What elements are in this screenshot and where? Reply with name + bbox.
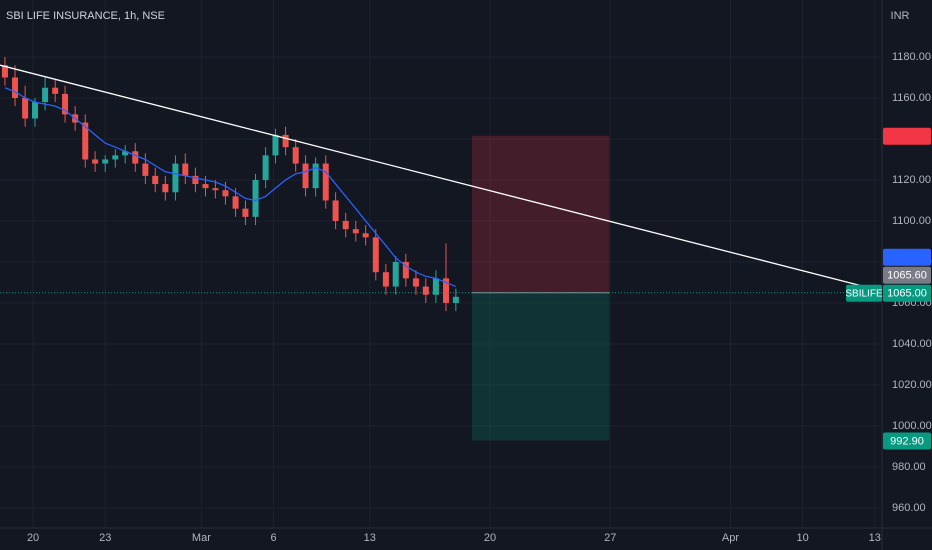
- symbol-badge: [846, 284, 882, 302]
- y-tick-label: 1020.00: [892, 379, 932, 391]
- price-badge-label: 992.90: [890, 435, 924, 447]
- candle-body: [322, 163, 329, 201]
- candle-body: [262, 155, 269, 180]
- y-tick-label: 1180.00: [892, 51, 931, 63]
- candle-body: [282, 134, 289, 148]
- candle-body: [1, 65, 8, 78]
- x-tick-label: 6: [270, 532, 276, 544]
- candle-body: [232, 196, 239, 209]
- candle-body: [432, 278, 439, 295]
- candle-body: [422, 286, 429, 295]
- candle-body: [172, 163, 179, 193]
- candle-body: [412, 278, 419, 287]
- y-tick-label: 1000.00: [892, 420, 932, 432]
- candle-body: [402, 261, 409, 279]
- x-tick-label: Apr: [722, 532, 739, 544]
- price-badge: [883, 127, 931, 145]
- candle-body: [132, 151, 139, 164]
- candle-body: [312, 163, 319, 189]
- candle-body: [52, 87, 59, 94]
- x-tick-label: 27: [604, 532, 616, 544]
- candle-body: [272, 134, 279, 156]
- candle-body: [112, 155, 119, 160]
- price-badge-label: 1065.60: [887, 270, 927, 282]
- candle-body: [102, 159, 109, 164]
- candle-body: [62, 93, 69, 115]
- candle-body: [82, 122, 89, 160]
- price-badge: [883, 266, 931, 284]
- candle-body: [442, 278, 449, 303]
- y-tick-label: 980.00: [892, 461, 926, 473]
- candle-body: [332, 200, 339, 221]
- candle-body: [242, 208, 249, 217]
- x-tick-label: 13: [364, 532, 376, 544]
- y-tick-label: 960.00: [892, 502, 926, 514]
- price-badge: [883, 248, 931, 266]
- candle-body: [192, 175, 199, 185]
- candle-body: [182, 163, 189, 176]
- candle-body: [162, 184, 169, 193]
- candle-body: [382, 272, 389, 287]
- candle-body: [452, 296, 459, 303]
- price-badge-label: 1065.00: [887, 288, 927, 300]
- x-tick-label: Mar: [192, 532, 211, 544]
- price-badge: [883, 432, 931, 450]
- candle-body: [292, 147, 299, 164]
- target-zone: [471, 292, 610, 441]
- symbol-label: SBILIFE: [845, 288, 883, 299]
- candle-body: [12, 77, 19, 98]
- price-badge: [883, 284, 931, 302]
- candle-body: [372, 237, 379, 273]
- chart-title: SBI LIFE INSURANCE, 1h, NSE: [6, 10, 165, 22]
- x-tick-label: 20: [484, 532, 496, 544]
- candle-body: [252, 179, 259, 217]
- candle-body: [92, 159, 99, 164]
- y-tick-label: 1120.00: [892, 174, 931, 186]
- candle-body: [222, 190, 229, 197]
- y-tick-label: 1100.00: [892, 215, 931, 227]
- trend-line: [0, 64, 873, 290]
- candle-body: [392, 261, 399, 287]
- candle-body: [362, 233, 369, 238]
- candle-body: [352, 229, 359, 234]
- candle-body: [202, 184, 209, 189]
- candle-body: [152, 175, 159, 185]
- candle-body: [31, 102, 38, 119]
- stop-zone: [471, 135, 610, 293]
- x-tick-label: 23: [99, 532, 111, 544]
- plot: [0, 56, 882, 441]
- candle-body: [122, 151, 129, 156]
- grid: [0, 0, 882, 528]
- currency: INR: [891, 10, 910, 22]
- candle-body: [302, 163, 309, 189]
- candle-body: [42, 87, 49, 103]
- x-tick-label: 13: [869, 532, 881, 544]
- x-tick-label: 10: [797, 532, 809, 544]
- moving-average: [4, 87, 457, 288]
- candle-body: [212, 188, 219, 191]
- candle-body: [142, 163, 149, 176]
- candle-body: [342, 220, 349, 230]
- x-tick-label: 20: [27, 532, 39, 544]
- y-tick-label: 1040.00: [892, 338, 932, 350]
- y-tick-label: 1160.00: [892, 92, 931, 104]
- candle-body: [22, 97, 29, 119]
